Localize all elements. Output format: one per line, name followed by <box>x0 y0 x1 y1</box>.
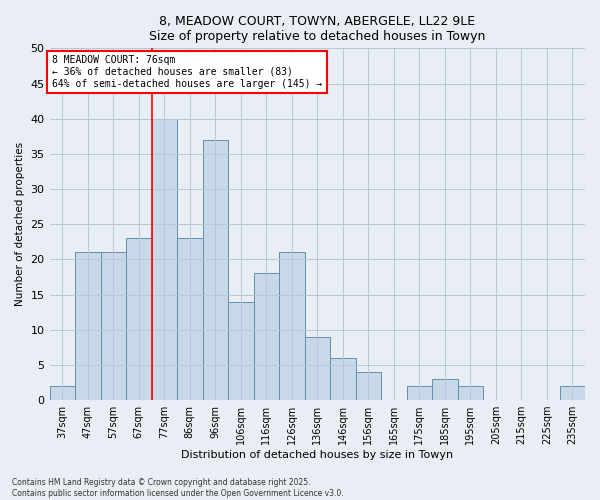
X-axis label: Distribution of detached houses by size in Towyn: Distribution of detached houses by size … <box>181 450 454 460</box>
Bar <box>228 302 254 400</box>
Text: Contains HM Land Registry data © Crown copyright and database right 2025.
Contai: Contains HM Land Registry data © Crown c… <box>12 478 344 498</box>
Bar <box>177 238 203 400</box>
Bar <box>432 379 458 400</box>
Title: 8, MEADOW COURT, TOWYN, ABERGELE, LL22 9LE
Size of property relative to detached: 8, MEADOW COURT, TOWYN, ABERGELE, LL22 9… <box>149 15 485 43</box>
Bar <box>203 140 228 400</box>
Bar <box>50 386 75 400</box>
Y-axis label: Number of detached properties: Number of detached properties <box>15 142 25 306</box>
Bar <box>356 372 381 400</box>
Bar <box>330 358 356 400</box>
Bar <box>407 386 432 400</box>
Bar <box>279 252 305 400</box>
Bar <box>101 252 126 400</box>
Bar <box>254 274 279 400</box>
Bar <box>126 238 152 400</box>
Bar <box>458 386 483 400</box>
Bar <box>305 337 330 400</box>
Bar <box>75 252 101 400</box>
Bar <box>560 386 585 400</box>
Bar <box>152 118 177 400</box>
Text: 8 MEADOW COURT: 76sqm
← 36% of detached houses are smaller (83)
64% of semi-deta: 8 MEADOW COURT: 76sqm ← 36% of detached … <box>52 56 322 88</box>
